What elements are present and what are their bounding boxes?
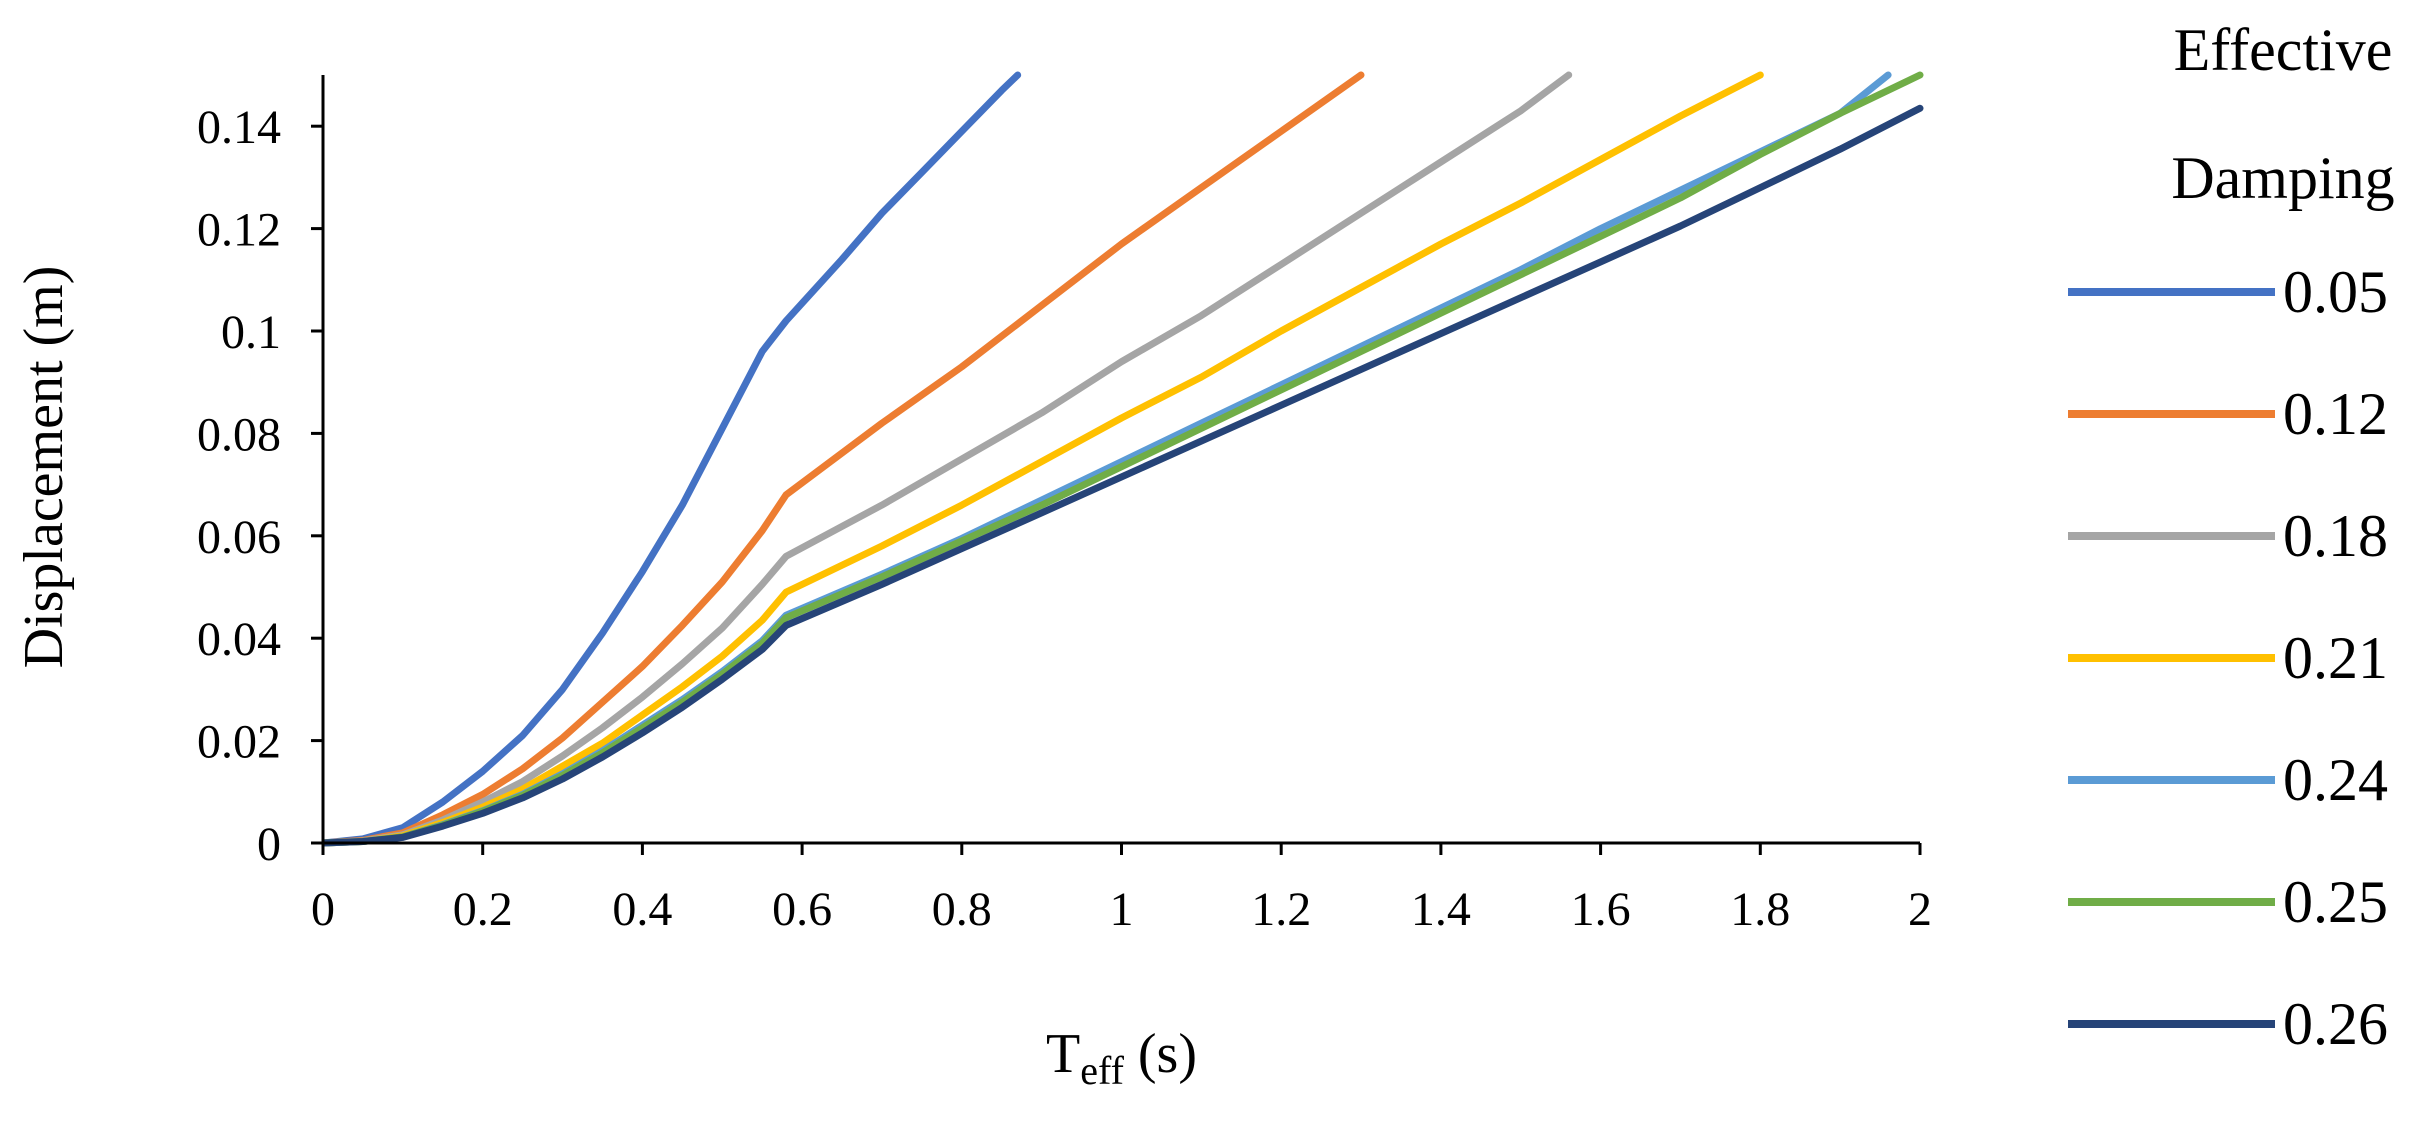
legend-title-line-1: Effective xyxy=(2174,17,2393,83)
legend-label-0.24: 0.24 xyxy=(2283,747,2388,813)
y-tick-label: 0.1 xyxy=(221,306,281,359)
y-tick-label: 0 xyxy=(257,818,281,871)
x-tick-label: 1.8 xyxy=(1730,883,1790,936)
x-tick-label: 2 xyxy=(1908,883,1932,936)
legend-label-0.21: 0.21 xyxy=(2283,625,2388,691)
x-tick-label: 0.8 xyxy=(932,883,992,936)
legend-label-0.05: 0.05 xyxy=(2283,259,2388,325)
y-tick-label: 0.06 xyxy=(197,511,281,564)
series-line-0.26 xyxy=(323,104,1924,847)
x-tick-label: 0.4 xyxy=(612,883,672,936)
x-axis-ticks: 0 0.2 0.4 0.6 0.8 1 1.2 1.4 1.6 1.8 2 xyxy=(311,843,1932,936)
x-tick-label: 1.6 xyxy=(1571,883,1631,936)
legend-label-0.12: 0.12 xyxy=(2283,381,2388,447)
x-axis-title-unit: (s) xyxy=(1124,1023,1197,1085)
series-line-0.18 xyxy=(323,71,1573,847)
legend-label-0.25: 0.25 xyxy=(2283,869,2388,935)
series-lines xyxy=(323,71,1924,847)
series-line-0.24 xyxy=(323,71,1892,847)
series-line-0.05 xyxy=(323,71,1022,847)
x-tick-label: 0.2 xyxy=(453,883,513,936)
legend-items: 0.05 0.12 0.18 0.21 0.24 0.25 0.26 xyxy=(2068,259,2388,1057)
y-tick-label: 0.14 xyxy=(197,101,281,154)
y-axis-ticks: 0 0.02 0.04 0.06 0.08 0.1 0.12 0.14 xyxy=(197,101,323,871)
series-line-0.21 xyxy=(323,71,1764,847)
x-tick-label: 1 xyxy=(1110,883,1134,936)
y-axis-title: Displacement (m) xyxy=(13,266,75,669)
x-tick-label: 0 xyxy=(311,883,335,936)
plot-area: 0 0.2 0.4 0.6 0.8 1 1.2 1.4 1.6 1.8 2 0 0.02 0.04 0.0… xyxy=(197,71,1932,936)
legend-title-line-2: Damping xyxy=(2171,145,2394,211)
x-tick-label: 0.6 xyxy=(772,883,832,936)
x-axis-title-subscript: eff xyxy=(1080,1048,1124,1093)
series-line-0.12 xyxy=(323,71,1365,847)
x-axis-title-main: T xyxy=(1046,1023,1080,1085)
y-tick-label: 0.12 xyxy=(197,204,281,257)
x-tick-label: 1.4 xyxy=(1411,883,1471,936)
y-tick-label: 0.04 xyxy=(197,613,281,666)
x-tick-label: 1.2 xyxy=(1251,883,1311,936)
legend-label-0.26: 0.26 xyxy=(2283,991,2388,1057)
legend: Effective Damping 0.050.120.180.210.240.… xyxy=(2068,17,2395,1057)
y-tick-label: 0.08 xyxy=(197,408,281,461)
legend-label-0.18: 0.18 xyxy=(2283,503,2388,569)
y-tick-label: 0.02 xyxy=(197,716,281,769)
x-axis-title: Teff (s) xyxy=(1046,1023,1197,1093)
